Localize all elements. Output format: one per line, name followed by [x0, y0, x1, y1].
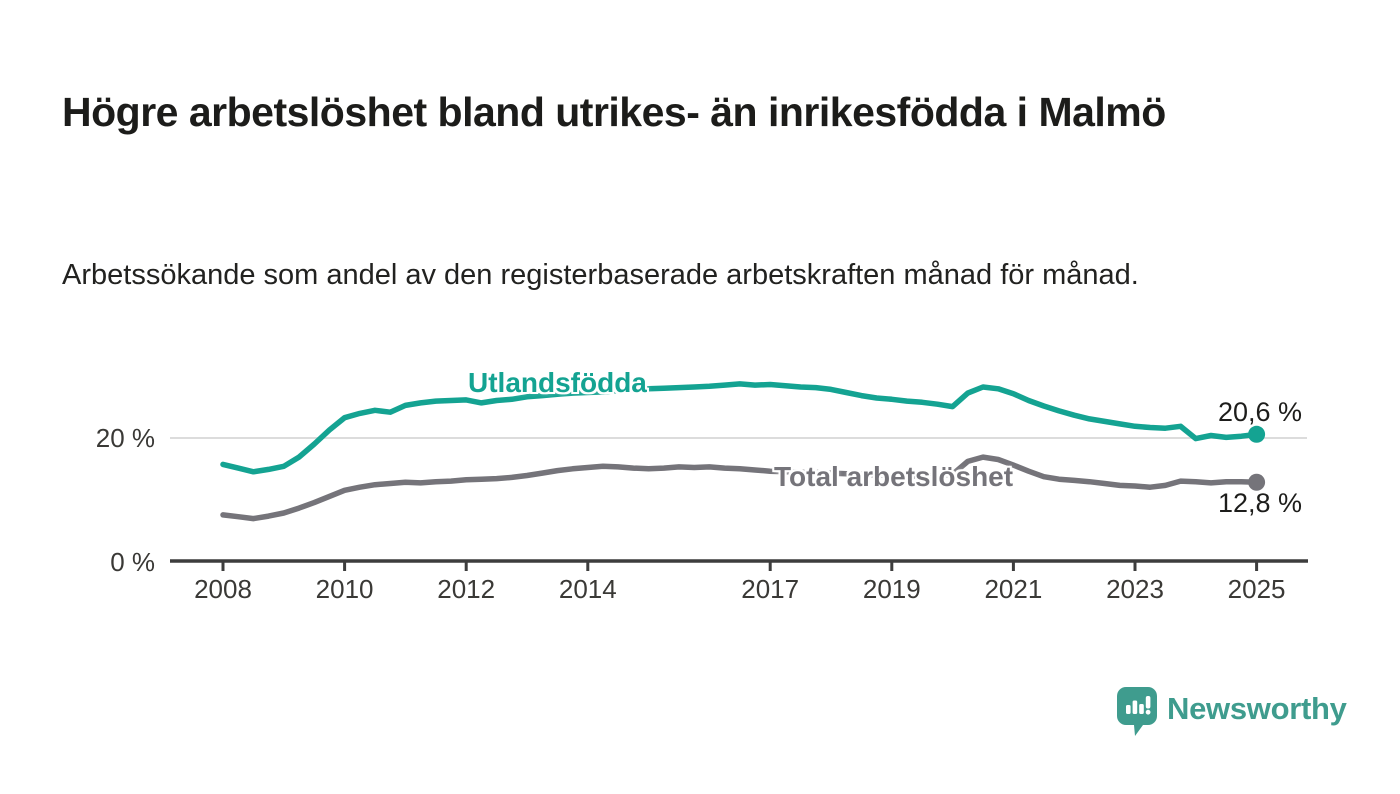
series-label-utlandsfodda: Utlandsfödda [468, 367, 647, 398]
x-tick-label-2023: 2023 [1106, 574, 1164, 604]
x-tick-label-2021: 2021 [984, 574, 1043, 604]
x-tick-label-2010: 2010 [315, 574, 374, 604]
end-value-label-total: 12,8 % [1217, 488, 1302, 518]
x-tick-label-2025: 2025 [1227, 574, 1286, 604]
newsworthy-logo-text: Newsworthy [1167, 691, 1347, 726]
series-end-dot-total-arbetsloshet [1248, 473, 1266, 491]
x-tick-label-2017: 2017 [741, 574, 800, 604]
y-tick-label-20: 20 % [95, 423, 155, 453]
series-label-total-arbetsloshet: Total arbetslöshet [774, 461, 1014, 492]
series-line-utlandsfodda [220, 381, 1260, 475]
x-tick-label-2012: 2012 [437, 574, 496, 604]
chart-title: Högre arbetslöshet bland utrikes- än inr… [62, 89, 1166, 136]
x-tick-label-2014: 2014 [558, 574, 617, 604]
y-tick-label-0: 0 % [110, 547, 155, 577]
newsworthy-bubble-chart-icon [1117, 687, 1157, 736]
end-value-label-utlandsfodda: 20,6 % [1217, 397, 1302, 427]
newsworthy-logo: Newsworthy [1117, 687, 1347, 737]
x-tick-label-2008: 2008 [194, 574, 252, 604]
series-line-total-arbetsloshet [220, 454, 1260, 522]
chart-subtitle: Arbetssökande som andel av den registerb… [62, 259, 1139, 291]
series-end-dot-utlandsfodda [1248, 425, 1266, 443]
x-tick-label-2019: 2019 [862, 574, 921, 604]
